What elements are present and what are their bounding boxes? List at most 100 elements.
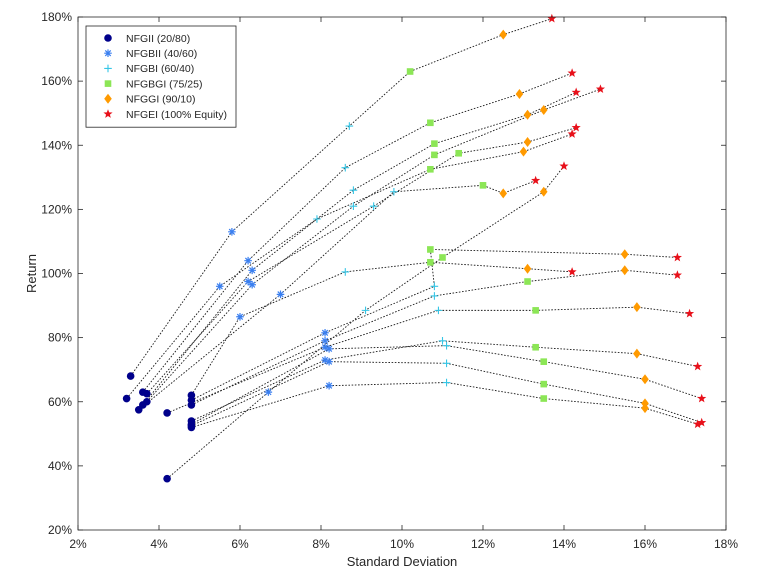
data-point-asterisk: [325, 381, 333, 390]
data-point-diamond: [499, 29, 508, 40]
legend: NFGII (20/80) NFGBII (40/60) NFGBI (60/40)…: [85, 25, 237, 128]
data-point-asterisk: [248, 280, 256, 289]
data-point-circle: [143, 389, 151, 398]
legend-marker-circle: [104, 34, 112, 42]
data-point-star: [595, 84, 606, 94]
legend-marker-asterisk: [104, 49, 112, 57]
data-point-star: [567, 267, 577, 276]
data-point-square: [427, 165, 434, 173]
data-point-circle: [187, 401, 196, 409]
x-tick-label: 8%: [312, 537, 330, 551]
data-point-diamond: [519, 146, 528, 157]
data-point-circle: [143, 397, 151, 406]
x-tick-label: 4%: [150, 537, 168, 551]
legend-label: NFGII (20/80): [126, 33, 190, 45]
y-tick-label: 80%: [48, 331, 72, 345]
y-axis-title: Return: [24, 254, 39, 293]
data-point-square: [540, 358, 548, 365]
portfolio-connector-line: [191, 382, 698, 428]
data-point-diamond: [523, 137, 532, 148]
portfolio-connector-line: [130, 18, 552, 377]
data-point-star: [697, 393, 707, 403]
data-point-asterisk: [244, 256, 252, 265]
data-point-diamond: [515, 88, 524, 99]
data-point-plus: [341, 163, 350, 172]
data-point-diamond: [633, 302, 641, 313]
y-tick-label: 40%: [48, 459, 72, 473]
portfolio-connector-line: [191, 269, 678, 406]
data-point-circle: [134, 405, 143, 414]
legend-label: NFGEI (100% Equity): [126, 109, 227, 121]
data-point-diamond: [523, 109, 532, 120]
data-point-square: [524, 278, 531, 285]
portfolio-connector-line: [191, 345, 702, 425]
data-point-plus: [361, 306, 370, 315]
legend-marker-plus: [104, 64, 112, 73]
data-point-plus: [390, 187, 398, 196]
portfolio-connector-line: [166, 306, 690, 414]
data-point-diamond: [641, 403, 649, 414]
data-point-asterisk: [236, 312, 244, 321]
data-point-star: [672, 270, 682, 279]
y-tick-label: 140%: [41, 138, 72, 152]
data-point-star: [571, 87, 581, 97]
data-point-plus: [442, 341, 451, 350]
portfolio-connector-line: [166, 165, 565, 480]
portfolio-connector-line: [126, 133, 573, 399]
data-point-circle: [163, 409, 171, 417]
data-point-circle: [163, 474, 171, 483]
data-point-circle: [122, 394, 131, 403]
connector-lines-layer: [126, 18, 702, 480]
data-point-plus: [442, 378, 451, 387]
y-tick-label: 180%: [41, 10, 72, 24]
data-point-asterisk: [325, 357, 333, 366]
portfolio-connector-line: [146, 88, 601, 403]
data-point-circle: [187, 423, 196, 432]
data-point-diamond: [641, 374, 649, 385]
portfolio-connector-line: [138, 180, 536, 411]
data-point-square: [540, 395, 548, 402]
data-point-plus: [349, 186, 358, 194]
legend-label: NFGBII (40/60): [126, 48, 197, 60]
data-point-asterisk: [321, 343, 329, 352]
portfolio-connector-line: [191, 248, 678, 401]
data-point-asterisk: [321, 356, 329, 364]
data-point-diamond: [539, 104, 548, 115]
data-point-square: [427, 119, 434, 127]
data-point-star: [559, 161, 569, 170]
data-point-square: [439, 254, 446, 261]
data-point-square: [532, 307, 539, 314]
data-point-star: [531, 175, 541, 185]
data-point-square: [406, 68, 414, 75]
data-point-square: [540, 380, 548, 388]
portfolio-connector-line: [191, 261, 573, 396]
y-tick-label: 120%: [41, 202, 72, 216]
legend-box: [85, 25, 237, 128]
data-point-plus: [369, 202, 378, 210]
data-markers-layer: [122, 13, 707, 483]
data-point-star: [697, 417, 707, 427]
y-tick-label: 160%: [41, 74, 72, 88]
data-point-square: [532, 343, 539, 351]
x-tick-label: 18%: [714, 537, 738, 551]
data-point-asterisk: [248, 266, 256, 275]
x-tick-label: 12%: [471, 537, 495, 551]
data-point-asterisk: [215, 282, 224, 291]
data-point-diamond: [620, 265, 629, 276]
legend-marker-star: [103, 109, 113, 118]
data-point-diamond: [633, 348, 641, 359]
data-point-diamond: [499, 188, 508, 199]
data-point-diamond: [620, 249, 629, 260]
data-point-asterisk: [228, 228, 236, 236]
data-point-asterisk: [244, 277, 252, 286]
data-point-star: [571, 122, 581, 132]
data-point-plus: [442, 359, 451, 368]
portfolio-connector-line: [191, 340, 698, 422]
data-point-plus: [434, 306, 443, 315]
data-point-star: [693, 419, 703, 429]
data-point-star: [672, 252, 682, 262]
x-tick-label: 2%: [69, 537, 87, 551]
data-point-asterisk: [276, 290, 285, 299]
data-point-star: [693, 361, 703, 371]
